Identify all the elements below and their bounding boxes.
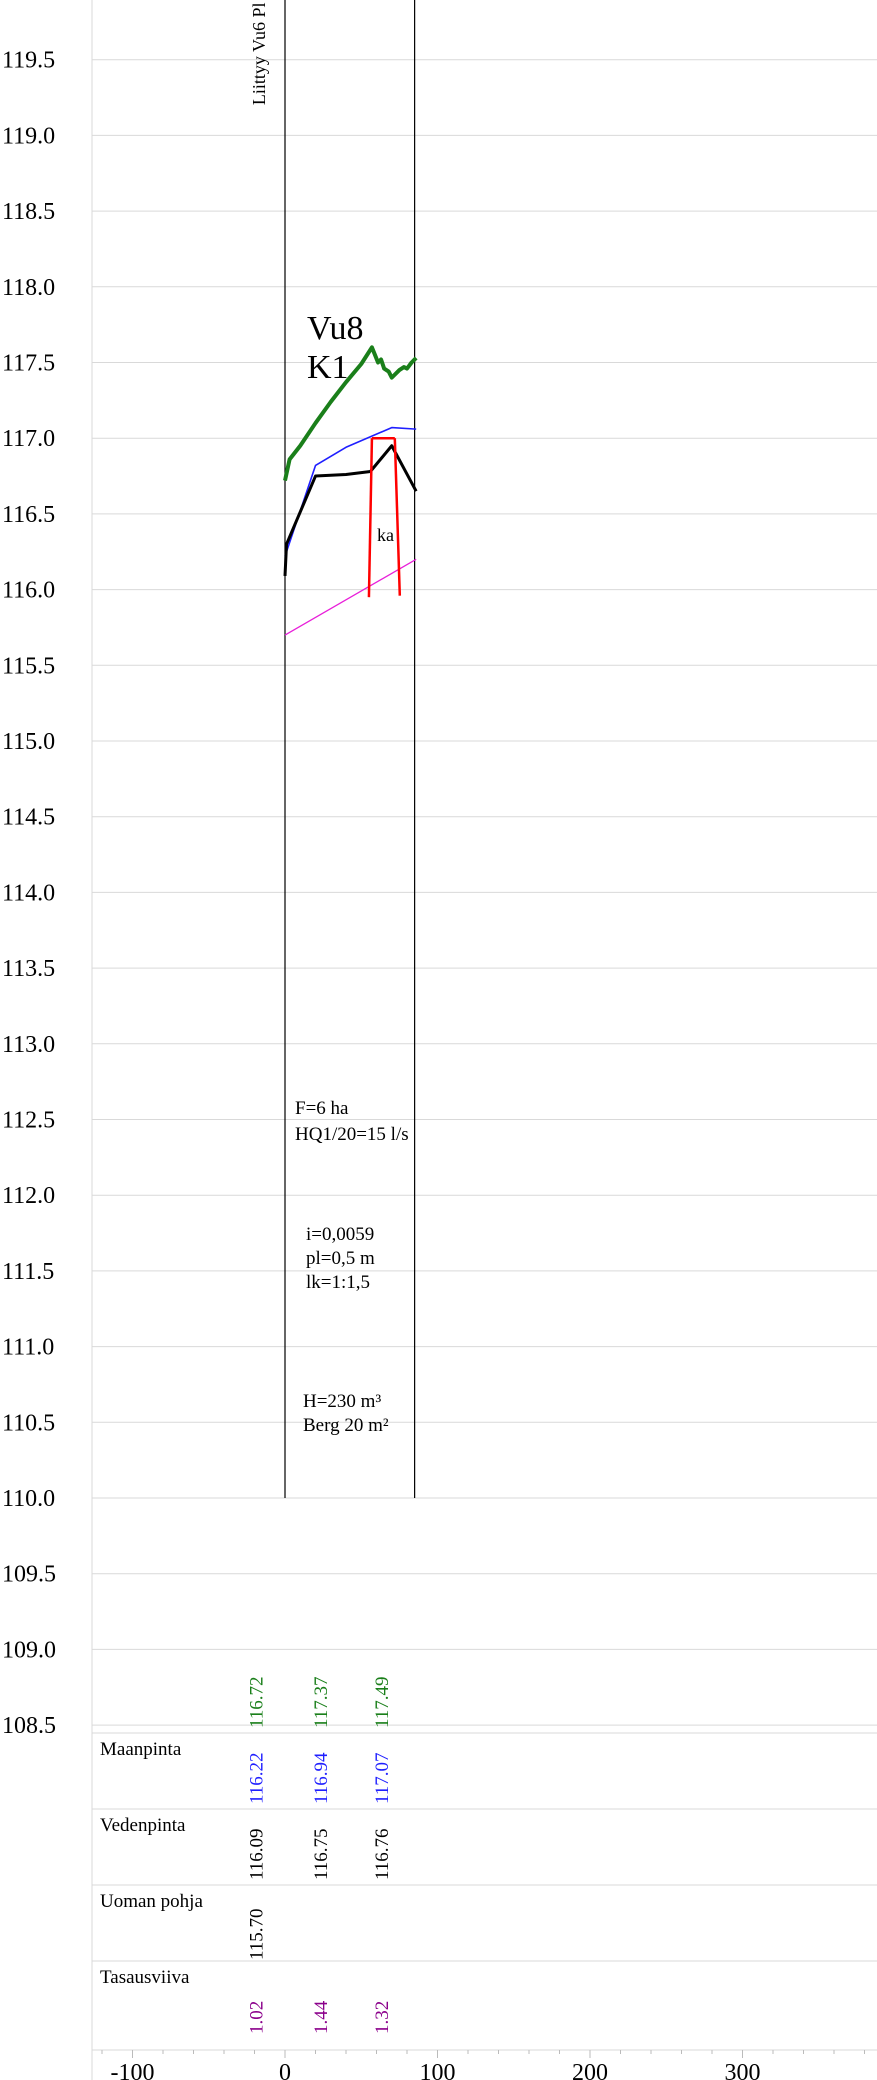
table-cell: 117.49	[372, 1676, 393, 1728]
y-tick-label: 115.5	[2, 653, 55, 679]
annotation-line: i=0,0059	[306, 1224, 374, 1245]
table-cell: 116.76	[372, 1828, 393, 1880]
annotation-line: HQ1/20=15 l/s	[295, 1124, 409, 1145]
station-label: K1	[307, 349, 349, 386]
y-tick-label: 108.5	[2, 1713, 56, 1739]
series-line-uoman-pohja	[283, 444, 418, 577]
table-cell: 116.94	[311, 1752, 332, 1804]
y-tick-label: 114.5	[2, 805, 55, 831]
table-cell: 1.02	[247, 2001, 268, 2034]
culvert-left-side	[367, 438, 374, 598]
table-cell: 1.44	[311, 2000, 332, 2034]
table-cell: 116.22	[247, 1752, 268, 1804]
y-tick-label: 112.5	[2, 1108, 55, 1134]
annotation-line: F=6 ha	[295, 1098, 349, 1119]
y-tick-label: 112.0	[2, 1183, 55, 1209]
x-tick-label: 100	[420, 2060, 456, 2080]
y-tick-label: 116.5	[2, 502, 55, 528]
station-label: Vu8	[307, 310, 364, 347]
y-tick-label: 111.0	[2, 1335, 54, 1361]
y-tick-label: 110.0	[2, 1486, 55, 1512]
y-tick-label: 111.5	[2, 1259, 54, 1285]
annotation-line: H=230 m³	[303, 1391, 381, 1412]
y-tick-label: 109.0	[2, 1637, 56, 1663]
series	[283, 345, 418, 636]
y-tick-label: 117.5	[2, 351, 55, 377]
table-cell: 116.72	[247, 1676, 268, 1728]
annotation-line: Berg 20 m²	[303, 1415, 389, 1436]
y-tick-label: 114.0	[2, 880, 55, 906]
table-row-label: Maanpinta	[100, 1739, 182, 1760]
table-row-label: Uoman pohja	[100, 1891, 203, 1912]
table-cell: 116.09	[247, 1828, 268, 1880]
x-tick-label: 300	[725, 2060, 761, 2080]
x-tick-label: -100	[111, 2060, 155, 2080]
table-cell: 1.32	[372, 2001, 393, 2034]
annotation-line: pl=0,5 m	[306, 1248, 375, 1269]
y-tick-label: 110.5	[2, 1410, 55, 1436]
y-tick-label: 119.0	[2, 123, 55, 149]
series-line-tasausviiva	[284, 558, 417, 636]
y-tick-label: 113.5	[2, 956, 55, 982]
y-tick-label: 119.5	[2, 48, 55, 74]
series-line-vedenpinta	[284, 426, 417, 557]
x-tick-label: 200	[572, 2060, 608, 2080]
y-tick-label: 118.5	[2, 199, 55, 225]
culvert-right-side	[393, 438, 402, 596]
table-cell: 116.75	[311, 1828, 332, 1880]
grid	[92, 59, 877, 1726]
y-tick-label: 115.0	[2, 729, 55, 755]
table-row-label: Vedenpinta	[100, 1815, 186, 1836]
y-tick-label: 113.0	[2, 1032, 55, 1058]
x-tick-label: 0	[279, 2060, 291, 2080]
data-table: Maanpinta Vedenpinta Uoman pohja Tasausviiv…	[92, 1676, 877, 2034]
connection-label: Liittyy Vu6 Pl 8+10 oikea	[249, 0, 269, 105]
table-cell: 115.70	[247, 1908, 268, 1960]
y-tick-label: 116.0	[2, 578, 55, 604]
y-tick-label: 109.5	[2, 1562, 56, 1588]
annotation-line: lk=1:1,5	[306, 1272, 370, 1293]
section-boundaries	[284, 0, 416, 1498]
table-row-label: Tasausviiva	[100, 1967, 190, 1988]
culvert	[367, 436, 402, 598]
table-cell: 117.37	[311, 1676, 332, 1728]
y-tick-label: 117.0	[2, 426, 55, 452]
culvert-label: ka	[377, 525, 394, 545]
series-line-maanpinta	[283, 345, 418, 482]
y-tick-label: 118.0	[2, 275, 55, 301]
table-cell: 117.07	[372, 1752, 393, 1804]
